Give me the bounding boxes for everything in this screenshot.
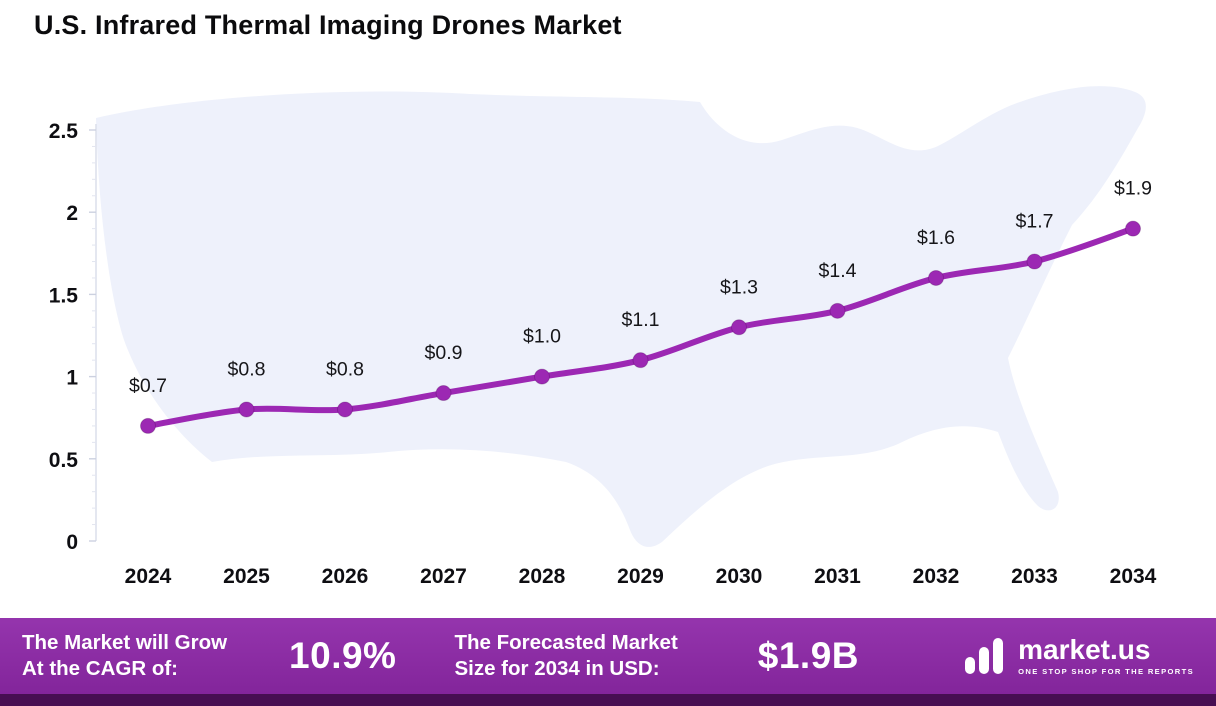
forecast-group: The Forecasted Market Size for 2034 in U…	[454, 630, 859, 681]
us-map-background	[96, 86, 1146, 547]
y-tick-label: 1	[66, 367, 78, 390]
chart-title: U.S. Infrared Thermal Imaging Drones Mar…	[34, 10, 622, 40]
data-point-label: $1.6	[917, 227, 955, 249]
data-point-marker	[337, 401, 353, 418]
data-point-marker	[731, 319, 747, 336]
data-point-label: $0.8	[228, 358, 266, 380]
x-tick-label: 2027	[420, 565, 467, 588]
data-point-marker	[632, 352, 649, 369]
data-point-label: $1.7	[1016, 211, 1054, 233]
footer-banner: The Market will Grow At the CAGR of: 10.…	[0, 618, 1216, 694]
x-tick-label: 2028	[519, 565, 566, 588]
marketus-logo-icon	[965, 638, 1004, 674]
forecast-label: The Forecasted Market Size for 2034 in U…	[454, 630, 677, 681]
forecast-label-line1: The Forecasted Market	[454, 631, 678, 655]
brand-text: market.us ONE STOP SHOP FOR THE REPORTS	[1018, 634, 1194, 677]
data-point-label: $1.1	[622, 309, 660, 331]
brand-name: market.us	[1018, 634, 1151, 665]
data-point-marker	[1125, 220, 1141, 237]
data-point-marker	[238, 401, 255, 418]
data-point-label: $1.0	[523, 326, 561, 348]
cagr-label: The Market will Grow At the CAGR of:	[22, 630, 227, 681]
data-point-label: $0.7	[129, 375, 167, 397]
data-point-marker	[1026, 253, 1043, 270]
y-tick-label: 0	[66, 531, 78, 554]
forecast-label-line2: Size for 2034 in USD:	[454, 657, 660, 680]
data-point-label: $1.3	[720, 276, 758, 298]
x-tick-label: 2026	[322, 565, 369, 588]
y-tick-label: 2	[66, 202, 78, 225]
data-point-marker	[435, 385, 452, 402]
y-tick-label: 2.5	[49, 120, 79, 143]
forecast-value: $1.9B	[757, 635, 860, 676]
data-point-marker	[534, 368, 550, 385]
cagr-value: 10.9%	[289, 635, 397, 676]
x-tick-label: 2033	[1011, 565, 1058, 588]
data-point-label: $1.4	[819, 260, 857, 282]
footer-bottom-strip	[0, 694, 1216, 706]
cagr-group: The Market will Grow At the CAGR of: 10.…	[22, 630, 396, 681]
y-tick-label: 0.5	[49, 449, 79, 472]
data-point-label: $0.8	[326, 358, 364, 380]
chart-area: U.S. Infrared Thermal Imaging Drones Mar…	[34, 10, 1157, 588]
x-tick-label: 2031	[814, 565, 861, 588]
brand-tagline: ONE STOP SHOP FOR THE REPORTS	[1018, 667, 1194, 676]
x-tick-label: 2024	[125, 565, 172, 588]
data-point-marker	[829, 302, 846, 319]
x-tick-label: 2030	[716, 565, 763, 588]
x-tick-label: 2025	[223, 565, 270, 588]
brand-logo: market.us ONE STOP SHOP FOR THE REPORTS	[964, 636, 1194, 676]
x-tick-label: 2032	[913, 565, 960, 588]
data-point-label: $0.9	[425, 342, 463, 364]
x-tick-label: 2029	[617, 565, 664, 588]
line-chart: 0 0.5 1 1.5 2 2.5 2024 2025 2026 2027 2028 2029 2030…	[49, 86, 1157, 588]
y-tick-label: 1.5	[49, 284, 79, 307]
x-tick-label: 2034	[1110, 565, 1157, 588]
cagr-label-line1: The Market will Grow	[22, 631, 228, 655]
cagr-label-line2: At the CAGR of:	[22, 657, 179, 680]
data-point-marker	[928, 269, 944, 286]
data-point-marker	[140, 417, 156, 434]
data-point-label: $1.9	[1114, 178, 1152, 200]
